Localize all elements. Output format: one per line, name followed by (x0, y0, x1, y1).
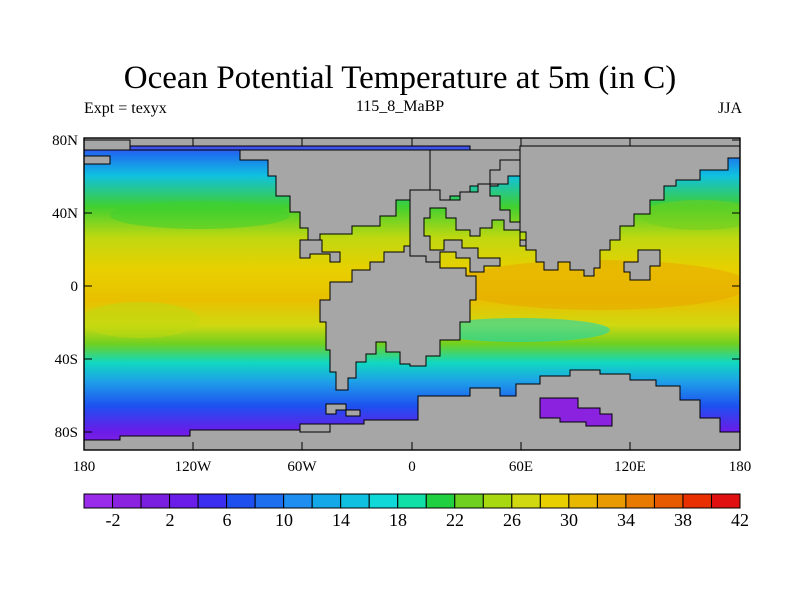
colorbar-label: 2 (166, 510, 175, 530)
land-eurasia (409, 183, 531, 273)
colorbar (83, 493, 741, 509)
colorbar-box (710, 493, 741, 509)
lon-label-120e: 120E (614, 459, 646, 475)
colorbar-label: 14 (332, 510, 350, 530)
colorbar-box (482, 493, 513, 509)
colorbar-label: 6 (223, 510, 232, 530)
period-label: 115_8_MaBP (355, 98, 445, 115)
colorbar-box (568, 493, 598, 509)
colorbar-box (682, 493, 712, 509)
lat-labels: 80N 40N 0 40S 80S (52, 133, 78, 441)
lon-label-120w: 120W (175, 459, 213, 475)
lon-label-180e: 180 (729, 459, 752, 475)
lat-label-0: 0 (71, 279, 79, 295)
colorbar-box (283, 493, 313, 509)
colorbar-box (83, 493, 114, 509)
land-asia-east-island (623, 249, 661, 281)
colorbar-box (112, 493, 142, 509)
lon-label-0: 0 (408, 459, 416, 475)
lat-axis (84, 139, 740, 433)
colorbar-box (254, 493, 285, 509)
land-antarctic-island-1 (325, 403, 347, 415)
lon-labels: 180 120W 60W 0 60E 120E 180 (73, 459, 752, 475)
colorbar-label: 42 (731, 510, 749, 530)
land-masses (84, 138, 740, 450)
colorbar-box (368, 493, 399, 509)
lon-label-60w: 60W (287, 459, 317, 475)
land-central-america (299, 239, 341, 263)
lat-label-80n: 80N (52, 133, 78, 149)
colorbar-labels: -2 2 6 10 14 18 22 26 30 34 38 42 (106, 510, 750, 530)
colorbar-box (653, 493, 684, 509)
ocean-anomalies (84, 200, 740, 342)
colorbar-box (454, 493, 484, 509)
lon-label-180w: 180 (73, 459, 96, 475)
lon-axis (83, 138, 741, 450)
colorbar-box (425, 493, 456, 509)
land-arabia (489, 159, 521, 185)
lon-label-60e: 60E (509, 459, 533, 475)
antarctic-cold-patch (539, 397, 613, 427)
colorbar-box (539, 493, 570, 509)
land-asia (519, 145, 740, 277)
land-antarctic-island-3 (345, 409, 361, 417)
colorbar-label: 10 (275, 510, 293, 530)
colorbar-box (140, 493, 171, 509)
colorbar-box (340, 493, 370, 509)
colorbar-label: -2 (106, 510, 121, 530)
land-south-america (319, 245, 477, 391)
colorbar-box (397, 493, 427, 509)
colorbar-box (311, 493, 342, 509)
lat-label-80s: 80S (55, 425, 78, 441)
colorbar-box (169, 493, 199, 509)
season-label: JJA (717, 100, 742, 117)
colorbar-label: 22 (446, 510, 464, 530)
colorbar-box (625, 493, 655, 509)
map-title: Ocean Potential Temperature at 5m (in C) (123, 60, 677, 96)
colorbar-box (596, 493, 627, 509)
colorbar-label: 30 (560, 510, 578, 530)
colorbar-label: 18 (389, 510, 407, 530)
lat-label-40n: 40N (52, 206, 78, 222)
colorbar-label: 26 (503, 510, 521, 530)
land-antarctic-island-2 (299, 423, 331, 433)
colorbar-box (511, 493, 541, 509)
lat-label-40s: 40S (55, 352, 78, 368)
colorbar-label: 38 (674, 510, 692, 530)
experiment-label: Expt = texyx (84, 100, 167, 117)
colorbar-box (226, 493, 256, 509)
colorbar-label: 34 (617, 510, 635, 530)
colorbar-box (197, 493, 228, 509)
